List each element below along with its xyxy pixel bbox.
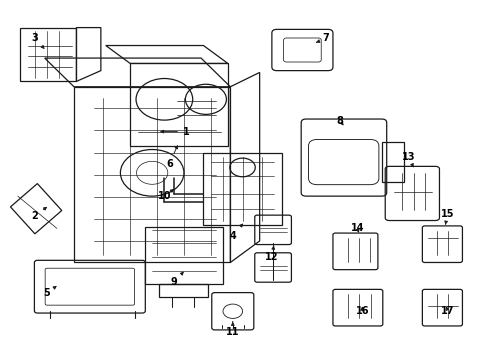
Text: 7: 7: [317, 33, 329, 43]
Text: 5: 5: [44, 286, 56, 298]
Text: 2: 2: [31, 207, 47, 221]
Text: 13: 13: [402, 152, 416, 167]
Text: 9: 9: [171, 272, 183, 287]
Text: 3: 3: [31, 33, 44, 48]
Text: 11: 11: [226, 322, 240, 337]
Text: 12: 12: [265, 246, 279, 262]
Text: 17: 17: [441, 306, 455, 316]
Text: 10: 10: [158, 189, 174, 201]
Text: 4: 4: [229, 224, 243, 240]
Text: 6: 6: [166, 146, 177, 169]
Text: 8: 8: [337, 116, 343, 126]
Text: 14: 14: [351, 224, 364, 233]
Text: 1: 1: [161, 127, 190, 136]
Text: 16: 16: [356, 306, 369, 316]
Text: 15: 15: [441, 209, 455, 225]
